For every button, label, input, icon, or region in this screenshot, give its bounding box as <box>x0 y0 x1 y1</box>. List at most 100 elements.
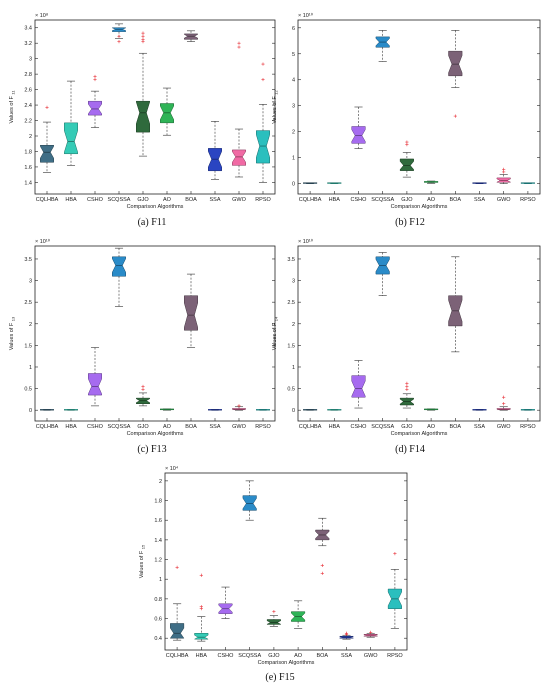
x-tick-label: AO <box>294 653 303 659</box>
box-AO: AO <box>424 180 439 203</box>
box-CSHO: CSHO <box>351 106 367 203</box>
box-body <box>351 126 366 144</box>
box-CQLHBA: CQLHBA <box>299 182 322 203</box>
box-GJO: GJO <box>266 610 281 659</box>
outlier-marker <box>272 610 276 614</box>
box-CQLHBA: CQLHBA <box>36 409 59 430</box>
box-GWO: GWO <box>363 630 378 659</box>
x-tick-label: BOA <box>316 653 328 659</box>
y-tick-label: 3 <box>292 104 295 110</box>
box-HBA: HBA <box>327 182 342 203</box>
y-tick-label: 1.6 <box>24 165 32 171</box>
y-tick-label: 3.5 <box>24 257 32 263</box>
x-tick-label: AO <box>427 424 436 430</box>
outlier-marker <box>405 140 409 144</box>
box-GWO: GWO <box>232 41 247 203</box>
caption-f11: (a) F11 <box>137 217 167 228</box>
plot-frame <box>297 245 541 422</box>
y-tick-label: 3.4 <box>24 26 32 32</box>
x-tick-label: RPSO <box>520 424 536 430</box>
x-tick-label: GJO <box>401 424 413 430</box>
x-tick-label: BOA <box>185 197 197 203</box>
outlier-marker <box>261 77 265 82</box>
x-tick-label: GWO <box>232 424 246 430</box>
box-CSHO: CSHO <box>218 586 235 659</box>
plot-frame <box>34 245 276 422</box>
x-tick-label: CQLHBA <box>299 424 322 430</box>
box-RPSO: RPSO <box>255 62 272 203</box>
box-GWO: GWO <box>496 167 511 203</box>
y-tick-label: 2.6 <box>24 88 32 94</box>
y-tick-label: 2.8 <box>24 72 32 78</box>
outlier-marker <box>237 404 241 408</box>
y-tick-label: 1.5 <box>24 343 32 349</box>
box-body <box>184 295 198 331</box>
x-tick-label: CSHO <box>218 653 235 659</box>
x-tick-label: RPSO <box>255 197 271 203</box>
x-tick-label: RPSO <box>255 424 271 430</box>
x-tick-label: AO <box>163 424 172 430</box>
outlier-marker <box>199 573 203 577</box>
x-tick-label: HBA <box>329 424 341 430</box>
chart-F13: 0 0.5 1 1.5 2 2.5 3 3.5 × 10¹⁰ Values of F 13 Comp… <box>9 238 276 437</box>
y-tick-label: 2.2 <box>24 119 32 125</box>
box-body <box>351 375 366 398</box>
box-AO: AO <box>160 408 174 430</box>
y-axis-label: Values of F 13 <box>9 316 16 350</box>
box-SSA: SSA <box>208 409 222 430</box>
box-CSHO: CSHO <box>87 347 104 430</box>
box-CSHO: CSHO <box>351 360 368 430</box>
caption-f12: (b) F12 <box>395 217 425 228</box>
axis-exponent: × 10¹⁰ <box>298 12 314 19</box>
y-tick-label: 0.6 <box>154 617 162 623</box>
box-body <box>40 145 54 163</box>
x-tick-label: GWO <box>364 653 378 659</box>
outlier-marker <box>320 563 324 568</box>
y-tick-label: 1.8 <box>24 149 32 155</box>
box-body <box>242 495 257 511</box>
outlier-marker <box>405 384 409 389</box>
y-tick-label: 2.4 <box>24 103 32 109</box>
outlier-marker <box>141 31 145 35</box>
plot-frame <box>164 472 408 651</box>
box-body <box>88 373 102 396</box>
x-tick-label: CQLHBA <box>36 197 59 203</box>
y-tick-label: 1.6 <box>154 518 162 524</box>
y-axis-label: Values of F 12 <box>272 90 279 124</box>
outlier-marker <box>93 77 97 82</box>
box-SCQSSA: SCQSSA <box>108 23 131 203</box>
axis-exponent: × 10¹⁰ <box>298 238 314 245</box>
y-tick-label: 0 <box>29 408 32 414</box>
x-tick-label: GJO <box>268 653 280 659</box>
y-tick-label: 3.5 <box>287 257 295 263</box>
box-BOA: BOA <box>315 517 330 659</box>
outlier-marker <box>502 402 506 406</box>
x-tick-label: SCQSSA <box>371 197 394 203</box>
box-body <box>448 50 463 77</box>
x-tick-label: CSHO <box>87 197 104 203</box>
outlier-marker <box>344 631 349 635</box>
box-RPSO: RPSO <box>520 182 536 203</box>
outlier-marker <box>261 62 265 66</box>
box-SCQSSA: SCQSSA <box>238 480 261 659</box>
x-tick-label: HBA <box>329 197 341 203</box>
x-tick-label: CQLHBA <box>166 653 189 659</box>
x-tick-label: SCQSSA <box>108 197 131 203</box>
plot-frame <box>34 19 276 195</box>
x-tick-label: CQLHBA <box>299 197 322 203</box>
outlier-marker <box>175 565 179 569</box>
outlier-marker <box>453 114 457 118</box>
box-RPSO: RPSO <box>387 552 403 659</box>
x-tick-label: CSHO <box>351 424 368 430</box>
outlier-marker <box>405 387 409 392</box>
box-BOA: BOA <box>184 273 198 430</box>
x-axis-label: Comparison Algorithms <box>127 431 184 437</box>
box-GWO: GWO <box>232 404 247 430</box>
x-tick-label: AO <box>427 197 436 203</box>
box-AO: AO <box>291 600 306 659</box>
outlier-marker <box>45 105 49 109</box>
x-tick-label: RPSO <box>387 653 403 659</box>
box-GJO: GJO <box>399 140 414 203</box>
y-tick-label: 0 <box>292 182 295 188</box>
x-tick-label: SSA <box>474 424 485 430</box>
